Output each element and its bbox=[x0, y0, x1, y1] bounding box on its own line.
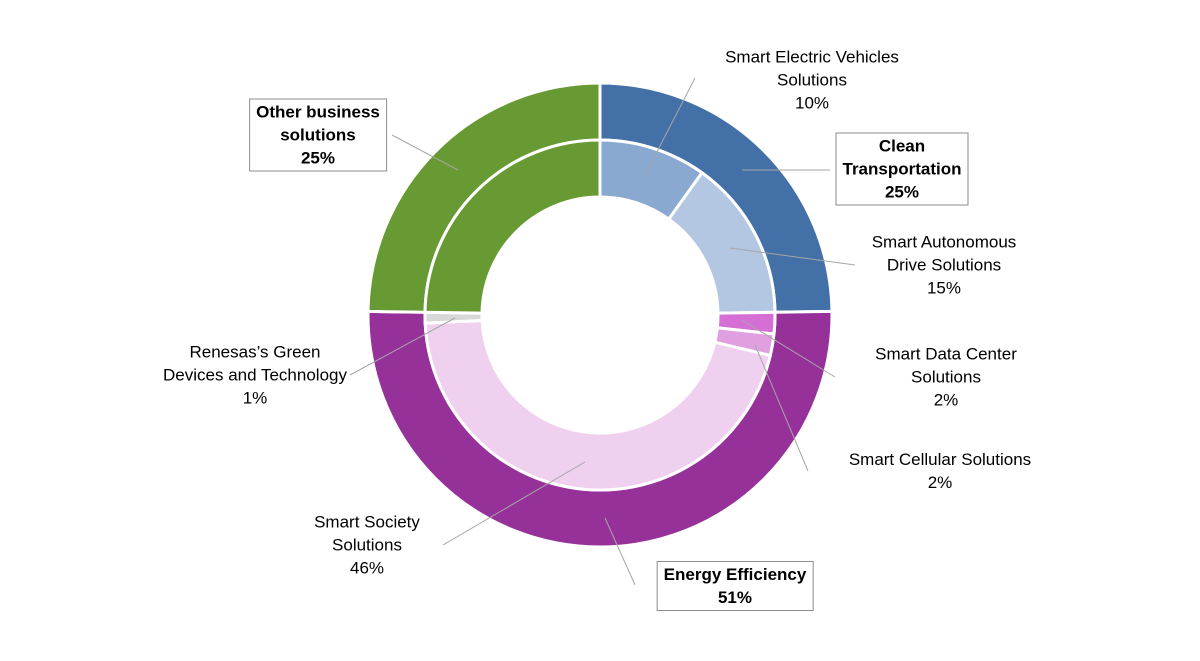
category-name: Smart Autonomous Drive Solutions bbox=[871, 232, 1017, 275]
value-label: 2% bbox=[927, 473, 953, 492]
leader-line bbox=[644, 77, 696, 176]
leader-line bbox=[442, 461, 586, 546]
leader-line bbox=[349, 317, 456, 376]
category-name: Smart Cellular Solutions bbox=[848, 450, 1032, 469]
value-label: 46% bbox=[349, 558, 385, 578]
data-label: Smart Electric Vehicles Solutions 10% bbox=[725, 46, 899, 115]
data-label: Smart Cellular Solutions 2% bbox=[849, 448, 1031, 494]
leader-line bbox=[604, 517, 636, 586]
category-name: Energy Efficiency bbox=[663, 565, 807, 584]
value-label: 1% bbox=[242, 388, 268, 408]
data-label: Smart Data Center Solutions 2% bbox=[875, 343, 1017, 412]
data-label: Renesas’s Green Devices and Technology 1% bbox=[163, 341, 347, 410]
value-label: 10% bbox=[794, 93, 830, 113]
category-name: Renesas’s Green Devices and Technology bbox=[163, 342, 347, 385]
value-label: 25% bbox=[884, 182, 920, 202]
data-label: Smart Autonomous Drive Solutions 15% bbox=[872, 231, 1017, 300]
category-name: Smart Data Center Solutions bbox=[875, 344, 1017, 387]
value-label: 2% bbox=[933, 390, 959, 410]
category-name: Other business solutions bbox=[256, 102, 380, 145]
category-name: Clean Transportation bbox=[842, 136, 962, 179]
value-label: 25% bbox=[300, 148, 336, 168]
leader-line bbox=[741, 319, 836, 378]
donut-segment bbox=[423, 318, 773, 492]
leader-line bbox=[391, 134, 459, 171]
category-name: Smart Society Solutions bbox=[314, 512, 420, 555]
data-label: Other business solutions 25% bbox=[249, 98, 387, 172]
data-label: Clean Transportation 25% bbox=[835, 132, 969, 206]
value-label: 51% bbox=[717, 588, 753, 607]
category-name: Smart Electric Vehicles Solutions bbox=[725, 47, 899, 90]
donut-segment bbox=[423, 138, 602, 315]
data-label: Smart Society Solutions 46% bbox=[314, 511, 420, 580]
leader-line bbox=[754, 344, 809, 472]
leader-line bbox=[729, 247, 856, 266]
value-label: 15% bbox=[926, 278, 962, 298]
data-label: Energy Efficiency 51% bbox=[656, 561, 814, 611]
